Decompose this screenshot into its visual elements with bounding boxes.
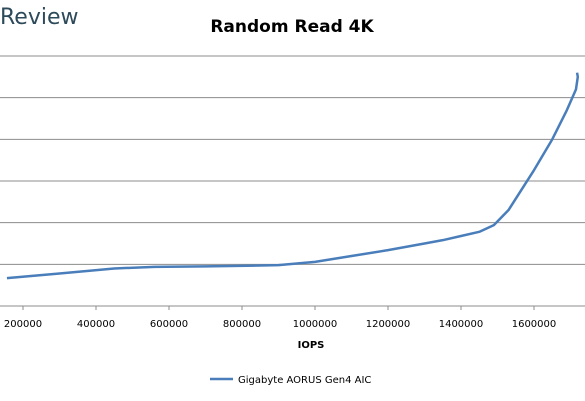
x-tick-label: 1000000	[293, 319, 338, 330]
x-tick-label: 800000	[223, 319, 261, 330]
x-axis-label: IOPS	[298, 340, 325, 351]
legend-label: Gigabyte AORUS Gen4 AIC	[238, 375, 371, 386]
x-tick-label: 1600000	[512, 319, 557, 330]
x-tick-label: 600000	[150, 319, 188, 330]
x-tick-label: 200000	[4, 319, 42, 330]
logo: Review	[0, 5, 79, 30]
x-tick-label: 1400000	[439, 319, 484, 330]
series-line	[6, 72, 580, 280]
x-tick-label: 400000	[77, 319, 115, 330]
x-tick-label: 1200000	[366, 319, 411, 330]
chart-title: Random Read 4K	[210, 17, 374, 37]
